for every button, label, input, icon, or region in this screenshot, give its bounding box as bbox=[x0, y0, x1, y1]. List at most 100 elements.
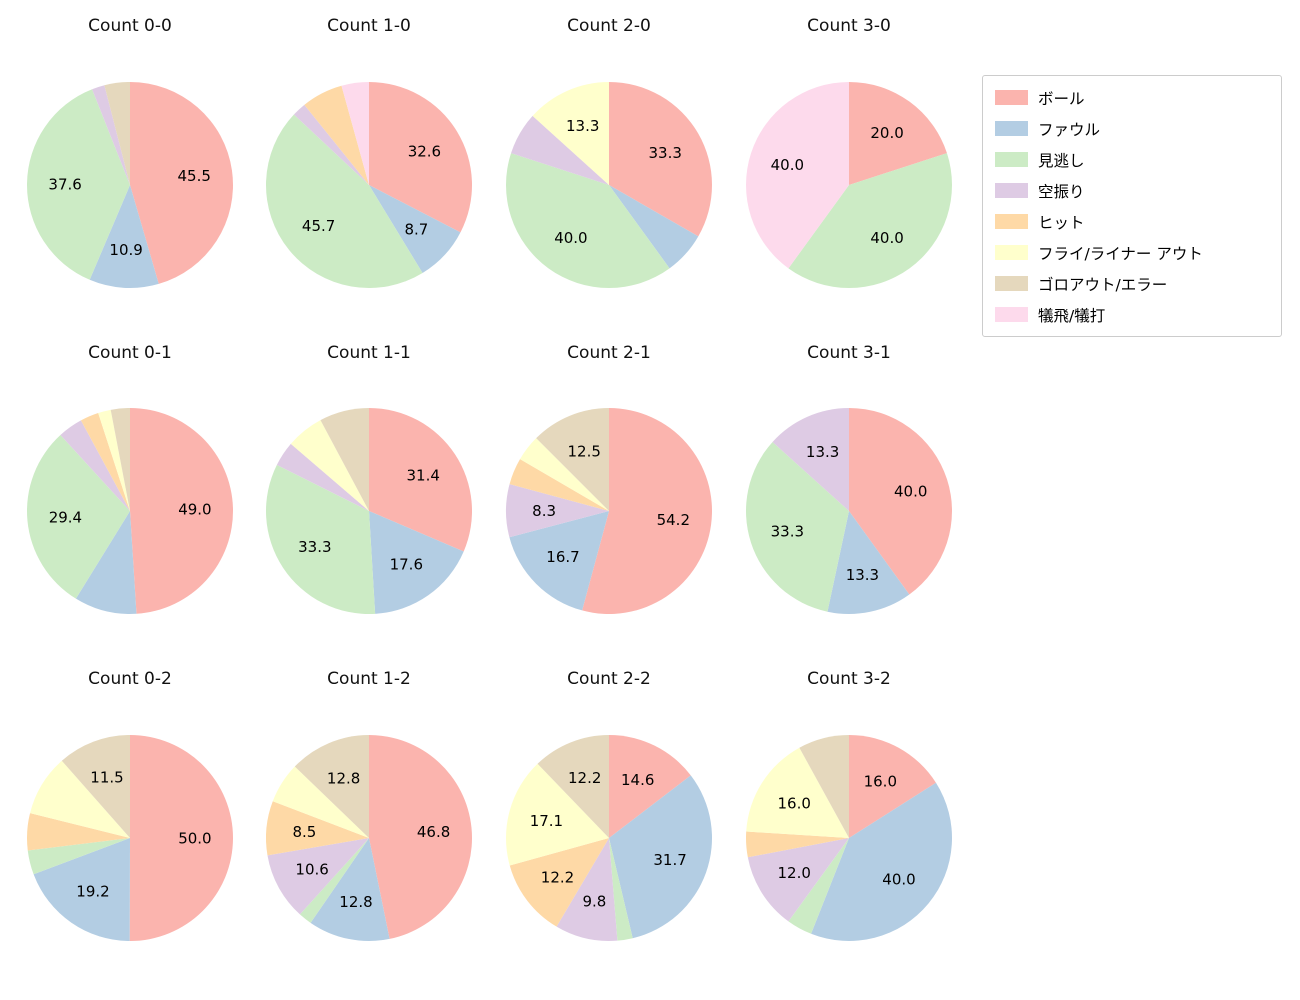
slice-label: 40.0 bbox=[771, 156, 804, 174]
pie-slice bbox=[26, 89, 130, 280]
pie-slice bbox=[80, 413, 130, 511]
legend-swatch bbox=[995, 214, 1028, 229]
slice-label: 17.6 bbox=[390, 555, 423, 573]
chart-title: Count 2-0 bbox=[567, 16, 651, 36]
chart-title: Count 0-0 bbox=[88, 16, 172, 36]
legend-item-label: フライ/ライナー アウト bbox=[1038, 244, 1203, 263]
slice-label: 8.3 bbox=[532, 502, 556, 520]
legend-item-label: 見逃し bbox=[1038, 151, 1085, 170]
pie-slice bbox=[506, 484, 609, 538]
pie-chart-count-2-0: Count 2-0 33.3 40.0 13.3 bbox=[489, 16, 729, 305]
chart-title: Count 3-0 bbox=[807, 16, 891, 36]
legend-item-4: ヒット bbox=[983, 206, 1281, 237]
pie-slice bbox=[509, 838, 609, 927]
pie-slice bbox=[811, 782, 952, 941]
chart-title: Count 1-2 bbox=[327, 669, 411, 689]
pie-slice bbox=[609, 185, 699, 269]
pie-slice bbox=[130, 82, 233, 284]
legend-swatch bbox=[995, 307, 1028, 322]
pie-slice bbox=[520, 438, 609, 511]
legend-item-label: 犠飛/犠打 bbox=[1038, 306, 1106, 325]
pie-svg: 20.0 40.0 40.0 bbox=[746, 82, 952, 288]
pie-chart-count-0-0: Count 0-0 45.5 10.9 37.6 bbox=[10, 16, 250, 305]
chart-title: Count 0-2 bbox=[88, 669, 172, 689]
pie-svg: 31.4 17.6 33.3 bbox=[266, 408, 472, 614]
legend-swatch bbox=[995, 152, 1028, 167]
pie-chart-count-1-1: Count 1-1 31.4 17.6 33.3 bbox=[249, 343, 489, 631]
slice-label: 13.3 bbox=[846, 566, 879, 584]
legend: ボールファウル見逃し空振りヒットフライ/ライナー アウト ゴロアウト/エラー 犠飛/… bbox=[982, 75, 1282, 337]
slice-label: 14.6 bbox=[621, 771, 654, 789]
slice-label: 54.2 bbox=[657, 511, 690, 529]
pie-slice bbox=[129, 735, 234, 941]
pie-chart-count-0-2: Count 0-2 50.0 19.2 11.5 bbox=[10, 669, 250, 958]
chart-title: Count 0-1 bbox=[88, 343, 172, 363]
slice-label: 16.0 bbox=[777, 794, 810, 812]
slice-label: 20.0 bbox=[870, 124, 903, 142]
pie-slice bbox=[310, 838, 390, 941]
slice-label: 50.0 bbox=[178, 829, 211, 847]
pie-slice bbox=[276, 443, 369, 511]
slice-label: 45.5 bbox=[177, 167, 210, 185]
slice-label: 33.3 bbox=[298, 538, 331, 556]
pie-slice bbox=[532, 82, 609, 185]
slice-label: 32.6 bbox=[408, 143, 441, 161]
legend-swatch bbox=[995, 121, 1028, 136]
pie-slice bbox=[788, 153, 952, 288]
slice-label: 12.8 bbox=[327, 770, 360, 788]
pie-svg: 33.3 40.0 13.3 bbox=[506, 82, 712, 288]
slice-label: 16.0 bbox=[864, 772, 897, 790]
pie-slice bbox=[509, 459, 609, 511]
pie-slice bbox=[369, 82, 472, 233]
pie-slice bbox=[130, 408, 233, 614]
pie-slice bbox=[609, 775, 712, 939]
slice-label: 12.0 bbox=[777, 864, 810, 882]
pie-slice bbox=[27, 813, 130, 851]
legend-item-label: 空振り bbox=[1038, 182, 1085, 201]
slice-label: 46.8 bbox=[417, 823, 450, 841]
pie-slice bbox=[75, 511, 137, 614]
pie-slice bbox=[537, 735, 609, 838]
pie-svg: 54.2 16.7 8.3 12.5 bbox=[506, 408, 712, 614]
pie-slice bbox=[369, 511, 464, 614]
pie-chart-count-1-0: Count 1-0 32.6 8.7 45.7 bbox=[249, 16, 489, 305]
pie-chart-count-2-1: Count 2-1 54.2 16.7 8.3 12.5 bbox=[489, 343, 729, 631]
pie-chart-count-2-2: Count 2-2 14.6 31.7 9.8 12.2 17.1 12.2 bbox=[489, 669, 729, 958]
pie-svg: 40.0 13.3 33.3 13.3 bbox=[746, 408, 952, 614]
pie-slice bbox=[33, 838, 130, 941]
slice-label: 13.3 bbox=[566, 117, 599, 135]
legend-item-2: 見逃し bbox=[983, 144, 1281, 175]
pie-svg: 14.6 31.7 9.8 12.2 17.1 12.2 bbox=[506, 735, 712, 941]
pie-svg: 45.5 10.9 37.6 bbox=[26, 82, 233, 288]
pie-slice bbox=[341, 82, 369, 185]
legend-item-6: ゴロアウト/エラー bbox=[983, 268, 1281, 299]
slice-label: 49.0 bbox=[178, 500, 211, 518]
pie-chart-count-3-1: Count 3-1 40.0 13.3 33.3 13.3 bbox=[729, 343, 969, 631]
legend-item-label: ボール bbox=[1038, 89, 1085, 108]
slice-label: 31.4 bbox=[406, 467, 439, 485]
chart-title: Count 1-1 bbox=[327, 343, 411, 363]
pie-slice bbox=[304, 85, 369, 185]
pie-slice bbox=[746, 747, 849, 838]
legend-item-1: ファウル bbox=[983, 113, 1281, 144]
pie-slice bbox=[98, 409, 130, 511]
pie-slice bbox=[746, 441, 849, 612]
slice-label: 40.0 bbox=[554, 229, 587, 247]
slice-label: 12.8 bbox=[339, 893, 372, 911]
pie-chart-count-1-2: Count 1-2 46.8 12.8 10.6 8.5 12.8 bbox=[249, 669, 489, 958]
slice-label: 37.6 bbox=[48, 175, 81, 193]
pie-slice bbox=[369, 735, 472, 939]
pie-slice bbox=[266, 464, 376, 614]
pie-slice bbox=[582, 408, 712, 614]
slice-label: 19.2 bbox=[76, 883, 109, 901]
pie-slice bbox=[536, 408, 609, 511]
legend-item-label: ゴロアウト/エラー bbox=[1038, 275, 1168, 294]
slice-label: 31.7 bbox=[653, 851, 686, 869]
pie-slice bbox=[267, 838, 369, 915]
pie-slice bbox=[369, 185, 461, 273]
pie-slice bbox=[89, 185, 159, 288]
pie-slice bbox=[827, 511, 910, 614]
legend-swatch bbox=[995, 90, 1028, 105]
pie-slice bbox=[788, 838, 849, 934]
legend-swatch bbox=[995, 183, 1028, 198]
